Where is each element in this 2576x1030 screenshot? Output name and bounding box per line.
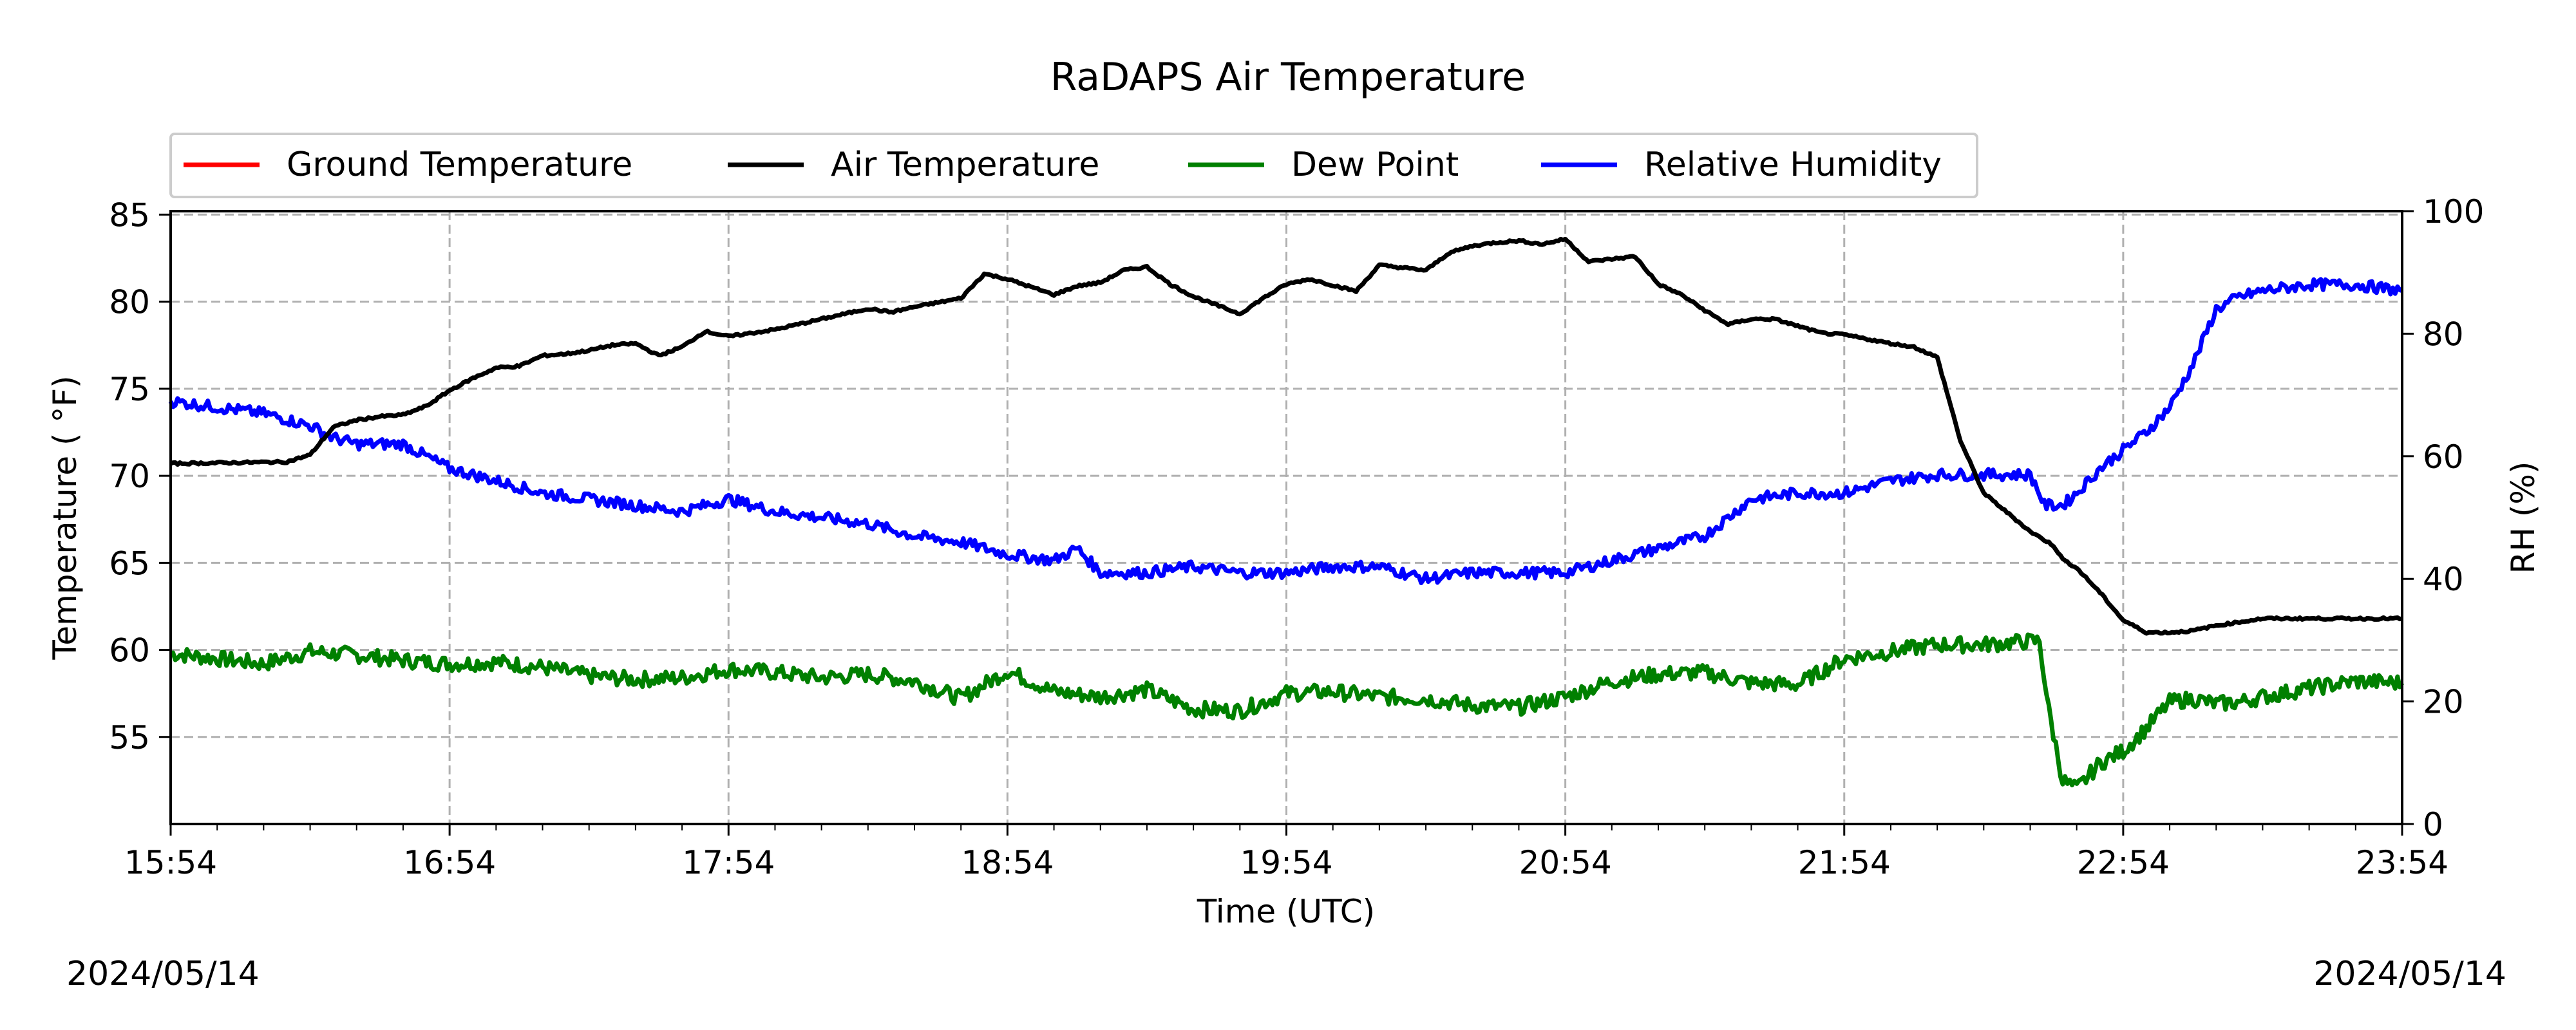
legend: Ground Temperature Air Temperature Dew Poi… xyxy=(169,133,1978,198)
y-left-tick-label: 55 xyxy=(109,719,150,756)
y-right-tick-label: 0 xyxy=(2423,806,2443,843)
legend-label-air-temperature: Air Temperature xyxy=(831,145,1099,184)
x-axis: 15:54 16:54 17:54 18:54 19:54 20:54 21:54 22:54… xyxy=(124,824,2448,881)
y-axis-left: 55 60 65 70 75 80 85 xyxy=(109,196,171,756)
x-tick-label: 22:54 xyxy=(2077,844,2170,881)
y-axis-left-label: Temperature ( °F) xyxy=(46,375,84,660)
x-tick-label: 17:54 xyxy=(682,844,775,881)
x-tick-label: 23:54 xyxy=(2356,844,2448,881)
x-tick-label: 20:54 xyxy=(1519,844,1612,881)
y-left-tick-label: 75 xyxy=(109,371,150,408)
y-axis-right-label: RH (%) xyxy=(2505,462,2542,574)
y-left-tick-label: 70 xyxy=(109,458,150,495)
x-tick-label: 16:54 xyxy=(403,844,496,881)
date-left: 2024/05/14 xyxy=(66,955,260,993)
chart-title: RaDAPS Air Temperature xyxy=(1050,55,1526,100)
y-left-tick-label: 80 xyxy=(109,284,150,321)
legend-label-dew-point: Dew Point xyxy=(1291,145,1459,184)
series-line-air-temperature xyxy=(169,236,2403,636)
date-right: 2024/05/14 xyxy=(2313,955,2506,993)
series-line-relative-humidity xyxy=(168,277,2403,585)
x-tick-label: 15:54 xyxy=(124,844,217,881)
y-right-tick-label: 60 xyxy=(2423,438,2464,476)
y-left-tick-label: 65 xyxy=(109,545,150,582)
x-tick-label: 19:54 xyxy=(1240,844,1332,881)
y-left-tick-label: 60 xyxy=(109,632,150,670)
series-line-dew-point xyxy=(169,632,2405,788)
x-axis-label: Time (UTC) xyxy=(1197,893,1375,930)
y-right-tick-label: 40 xyxy=(2423,561,2464,598)
y-right-tick-label: 100 xyxy=(2423,193,2484,230)
y-axis-right: 0 20 40 60 80 100 xyxy=(2402,193,2484,843)
x-tick-label: 21:54 xyxy=(1798,844,1891,881)
data-lines xyxy=(168,236,2405,788)
y-left-tick-label: 85 xyxy=(109,196,150,234)
legend-box xyxy=(169,133,1978,198)
legend-label-ground-temperature: Ground Temperature xyxy=(287,145,632,184)
y-right-tick-label: 20 xyxy=(2423,684,2464,721)
legend-label-relative-humidity: Relative Humidity xyxy=(1644,145,1942,184)
x-tick-label: 18:54 xyxy=(961,844,1054,881)
y-right-tick-label: 80 xyxy=(2423,315,2464,353)
